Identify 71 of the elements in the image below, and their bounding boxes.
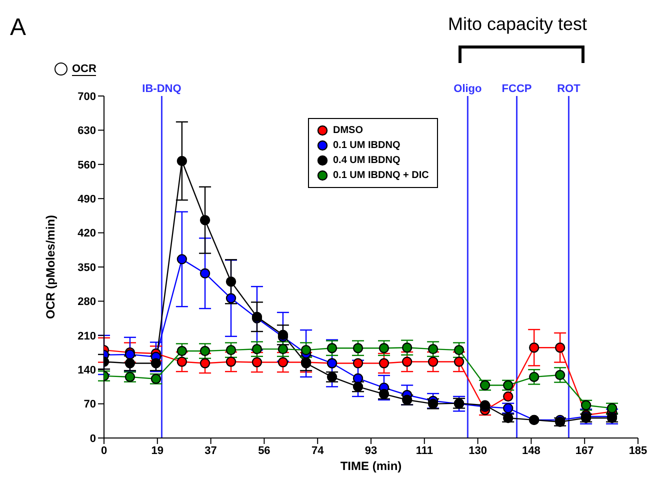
- x-tick-label: 37: [204, 444, 217, 457]
- ref-line-label: ROT: [557, 83, 581, 95]
- point: [176, 346, 188, 356]
- point: [352, 343, 364, 354]
- point: [528, 342, 540, 353]
- x-tick-label: 167: [575, 444, 594, 457]
- point: [226, 344, 236, 356]
- point: [326, 343, 338, 354]
- point: [278, 357, 288, 368]
- x-axis-title: TIME (min): [340, 459, 402, 473]
- point: [150, 358, 162, 368]
- point: [428, 356, 438, 367]
- point: [454, 344, 464, 356]
- point: [226, 356, 236, 367]
- y-tick-label: 630: [78, 125, 96, 138]
- x-tick-label: 93: [364, 444, 378, 457]
- point: [176, 156, 188, 166]
- ref-line-label: FCCP: [502, 83, 532, 95]
- y-tick-label: 70: [84, 398, 96, 411]
- y-tick-label: 210: [78, 330, 96, 342]
- y-tick-label: 140: [78, 364, 96, 377]
- point: [352, 358, 364, 368]
- text: OCR: [72, 62, 96, 76]
- legend-label: 0.1 UM IBDNQ: [333, 139, 400, 153]
- ref-line-label: Oligo: [454, 83, 482, 95]
- point: [200, 268, 210, 278]
- point: [503, 391, 514, 402]
- point: [200, 214, 210, 226]
- x-tick-label: 74: [311, 444, 325, 457]
- x-tick-label: 130: [468, 444, 487, 457]
- y-tick-label: 490: [78, 194, 96, 206]
- point: [226, 293, 236, 304]
- y-tick-label: 560: [78, 159, 96, 172]
- point: [554, 370, 566, 380]
- point: [252, 357, 262, 368]
- point: [226, 276, 236, 287]
- text: Mito capacity test: [448, 14, 588, 35]
- ref-line-label: IB-DNQ: [142, 83, 182, 95]
- x-tick-label: 185: [628, 444, 648, 457]
- point: [278, 344, 288, 354]
- y-tick-label: 280: [78, 296, 96, 308]
- point: [402, 342, 412, 353]
- point: [176, 254, 188, 264]
- x-tick-label: 111: [416, 444, 433, 457]
- point: [124, 358, 136, 368]
- point: [378, 343, 390, 354]
- point: [454, 356, 464, 367]
- y-tick-label: 420: [78, 228, 96, 240]
- legend-label: 0.1 UM IBDNQ + DIC: [333, 169, 429, 183]
- point: [428, 344, 438, 354]
- x-tick-label: 148: [522, 444, 540, 457]
- point: [352, 373, 364, 384]
- legend-label: DMSO: [333, 124, 363, 138]
- point: [300, 344, 312, 356]
- y-tick-label: 350: [78, 262, 96, 274]
- point: [252, 344, 262, 354]
- point: [200, 358, 210, 368]
- y-axis-title: OCR (pMoles/min): [43, 215, 58, 319]
- point: [200, 346, 210, 356]
- chart-title: A: [10, 14, 26, 42]
- x-tick-label: 56: [258, 444, 270, 457]
- y-tick-label: 0: [90, 432, 96, 445]
- point: [176, 356, 188, 367]
- point: [402, 356, 412, 367]
- point: [554, 342, 566, 353]
- y-tick-label: 700: [78, 90, 96, 103]
- legend-label: 0.4 UM IBDNQ: [333, 154, 400, 168]
- x-tick-label: 19: [151, 444, 164, 457]
- point: [378, 358, 390, 368]
- point: [528, 372, 540, 382]
- x-tick-label: 0: [100, 444, 108, 457]
